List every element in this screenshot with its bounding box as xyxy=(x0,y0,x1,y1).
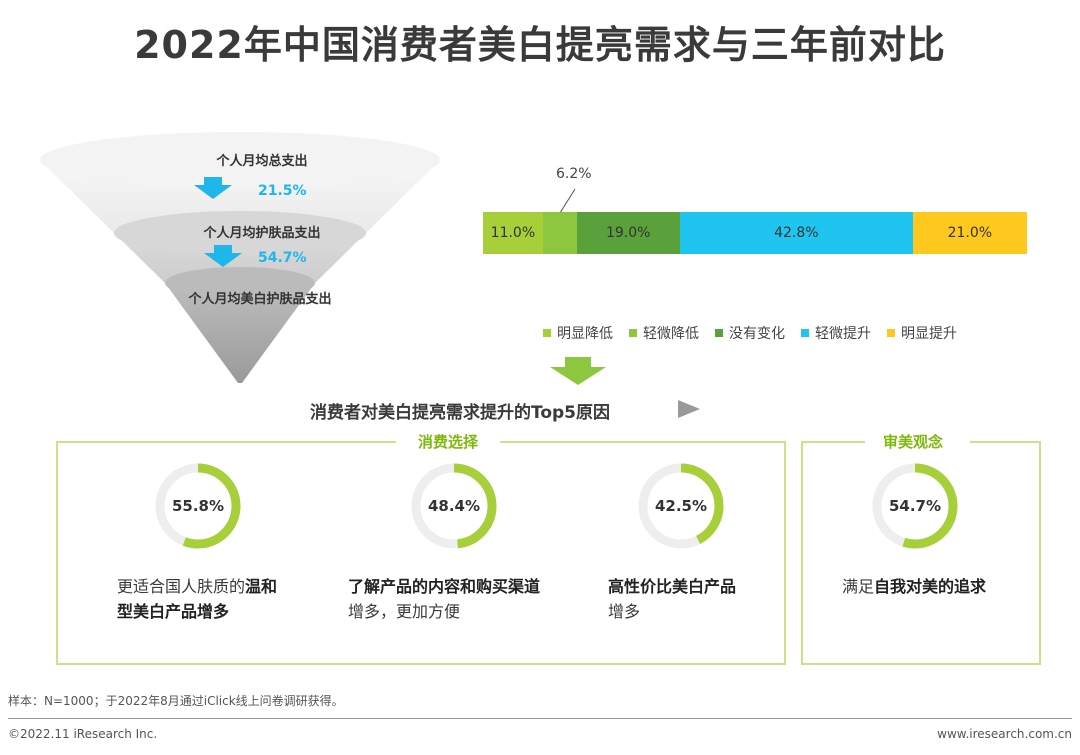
reason-text-2: 了解产品的内容和购买渠道 增多，更加方便 xyxy=(348,577,541,621)
consumer-choice-box xyxy=(56,441,786,665)
bar-segment-轻微降低 xyxy=(542,212,577,254)
callout-leader-line xyxy=(559,188,576,214)
small-segment-label: 6.2% xyxy=(556,166,592,182)
bar-legend: 明显降低 轻微降低 没有变化 轻微提升 明显提升 xyxy=(543,323,957,343)
reasons-title: 消费者对美白提亮需求提升的Top5原因 xyxy=(310,403,611,423)
legend-swatch xyxy=(887,329,895,337)
ring-value-arc xyxy=(872,463,958,549)
ring-value-arc xyxy=(638,463,724,549)
ring-value-arc xyxy=(411,463,497,549)
funnel-rim-bottom xyxy=(165,267,315,299)
bar-segment-明显降低: 11.0% xyxy=(483,212,543,254)
bar-segment-没有变化: 19.0% xyxy=(576,212,680,254)
funnel-level-2: 个人月均护肤品支出 xyxy=(202,225,320,241)
legend-swatch xyxy=(715,329,723,337)
reason-ring-3: 42.5% xyxy=(633,458,729,554)
reason-ring-2: 48.4% xyxy=(406,458,502,554)
donut-chart xyxy=(411,463,497,549)
legend-item-轻微降低: 轻微降低 xyxy=(629,323,699,343)
reason-text-3: 高性价比美白产品 增多 xyxy=(608,577,737,621)
donut-chart xyxy=(638,463,724,549)
box-top-border-right xyxy=(970,441,1039,443)
legend-swatch xyxy=(629,329,637,337)
down-arrow-icon xyxy=(550,357,606,385)
donut-chart xyxy=(155,463,241,549)
website-link[interactable]: www.iresearch.com.cn xyxy=(937,727,1072,741)
bar-segment-明显提升: 21.0% xyxy=(912,212,1027,254)
reason-text-1: 更适合国人肤质的温和 型美白产品增多 xyxy=(117,577,278,621)
funnel-level-1: 个人月均总支出 xyxy=(215,153,307,169)
ring-value: 42.5% xyxy=(654,497,708,515)
stacked-bar: 11.0% 19.0% 42.8% 21.0% xyxy=(483,212,1027,254)
funnel-rim-top xyxy=(40,132,440,188)
copyright: ©2022.11 iResearch Inc. xyxy=(8,727,158,741)
funnel-body-bottom xyxy=(165,283,315,383)
box-top-border-left xyxy=(56,441,396,443)
group-label-aesthetic: 审美观念 xyxy=(875,431,952,452)
donut-chart xyxy=(872,463,958,549)
ring-value-arc xyxy=(155,463,241,549)
reason-ring-1: 55.8% xyxy=(150,458,246,554)
ring-value: 55.8% xyxy=(171,497,225,515)
ring-value: 48.4% xyxy=(427,497,481,515)
funnel-ratio-2: 54.7% xyxy=(258,250,307,266)
legend-item-没有变化: 没有变化 xyxy=(715,323,785,343)
ring-value: 54.7% xyxy=(888,497,942,515)
funnel-arrow-1-icon xyxy=(194,177,232,199)
legend-item-轻微提升: 轻微提升 xyxy=(801,323,871,343)
footer-divider xyxy=(8,718,1072,719)
box-top-border-left xyxy=(801,441,865,443)
spending-funnel: 个人月均总支出 21.5% 个人月均护肤品支出 54.7% 个人月均美白护肤品支… xyxy=(40,132,440,383)
legend-item-明显降低: 明显降低 xyxy=(543,323,613,343)
box-top-border-right xyxy=(500,441,784,443)
group-label-consumer-choice: 消费选择 xyxy=(410,431,487,452)
reason-ring-4: 54.7% xyxy=(867,458,963,554)
legend-swatch xyxy=(801,329,809,337)
reason-text-4: 满足自我对美的追求 xyxy=(842,577,987,596)
funnel-arrow-2-icon xyxy=(204,245,242,267)
footnote: 样本：N=1000；于2022年8月通过iClick线上问卷调研获得。 xyxy=(8,694,344,708)
bar-segment-轻微提升: 42.8% xyxy=(679,212,913,254)
funnel-rim-middle xyxy=(114,211,366,255)
legend-item-明显提升: 明显提升 xyxy=(887,323,957,343)
legend-swatch xyxy=(543,329,551,337)
funnel-level-3: 个人月均美白护肤品支出 xyxy=(187,291,331,307)
funnel-ratio-1: 21.5% xyxy=(258,183,307,199)
play-triangle-icon xyxy=(678,400,700,418)
page-title: 2022年中国消费者美白提亮需求与三年前对比 xyxy=(134,23,946,67)
aesthetic-box xyxy=(801,441,1041,665)
